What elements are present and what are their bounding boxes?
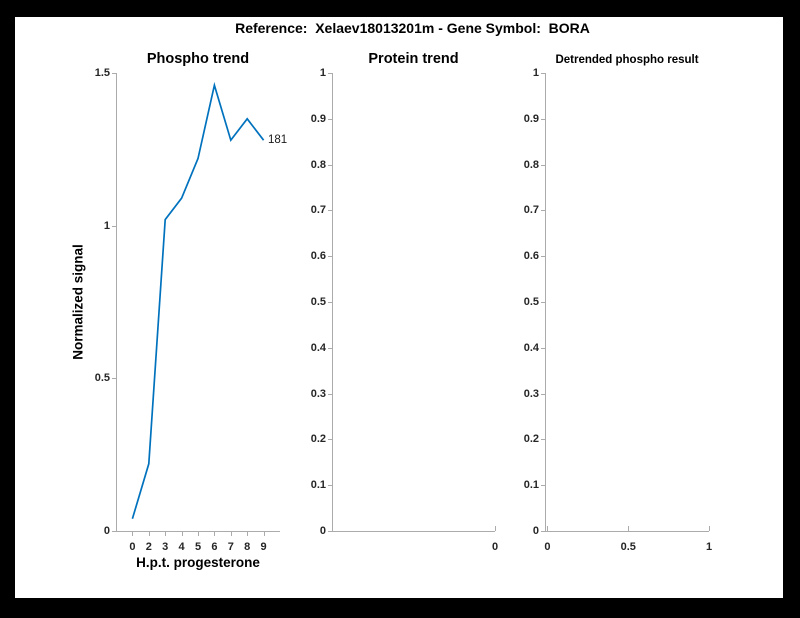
x-tick-label: 0.5 (620, 541, 636, 553)
y-tick-mark (328, 485, 332, 487)
line-end-annotation: 181 (268, 134, 288, 146)
y-tick-mark (541, 73, 545, 74)
y-tick-label: 1.5 (94, 67, 110, 79)
x-tick-mark (263, 532, 265, 536)
y-tick-label: 1 (319, 67, 326, 79)
y-tick-mark (328, 164, 332, 166)
y-tick-label: 0.6 (310, 250, 326, 263)
x-tick-label: 7 (227, 541, 234, 553)
x-tick-mark (132, 532, 134, 536)
y-tick-label: 0.3 (523, 387, 539, 400)
y-tick-mark (328, 531, 332, 532)
trend-polyline (131, 81, 265, 520)
y-tick-label: 0.7 (310, 204, 326, 217)
x-tick-mark (247, 532, 249, 536)
x-tick-mark (165, 532, 167, 536)
y-tick-label: 0.4 (523, 341, 539, 354)
x-tick-mark (628, 526, 630, 531)
y-tick-label: 0.2 (310, 433, 326, 446)
x-axis-line (332, 531, 495, 532)
x-axis-line (116, 531, 280, 532)
x-tick-mark (709, 526, 710, 531)
figure-canvas (15, 17, 783, 598)
y-tick-label: 0.7 (523, 204, 539, 217)
x-tick-mark (214, 532, 216, 536)
y-tick-mark (328, 256, 332, 258)
x-axis-line (545, 531, 709, 532)
x-tick-mark (495, 526, 496, 531)
y-tick-label: 0.5 (94, 372, 110, 385)
y-tick-mark (112, 531, 116, 532)
y-axis-line (332, 73, 333, 532)
y-axis-line (116, 73, 117, 532)
y-tick-label: 0.9 (523, 112, 539, 125)
x-tick-mark (547, 526, 549, 531)
figure-title: Reference: Xelaev18013201m - Gene Symbol… (235, 20, 590, 36)
x-axis-label-hpt-progesterone: H.p.t. progesterone (136, 555, 260, 570)
y-tick-mark (541, 439, 545, 441)
x-tick-label: 2 (145, 541, 152, 553)
x-tick-label: 6 (211, 541, 218, 553)
y-tick-mark (541, 485, 545, 487)
y-tick-mark (112, 225, 116, 227)
y-tick-mark (541, 118, 545, 120)
plot-title-detrended-phospho-result: Detrended phospho result (555, 54, 699, 66)
y-tick-label: 0.5 (310, 296, 326, 308)
x-tick-label: 0 (129, 541, 136, 553)
plot-title-protein-trend: Protein trend (368, 51, 459, 67)
y-tick-mark (541, 302, 545, 303)
y-tick-label: 0.1 (310, 479, 326, 492)
x-tick-label: 4 (178, 541, 185, 553)
y-tick-mark (328, 439, 332, 441)
y-tick-label: 0.3 (310, 387, 326, 400)
y-tick-label: 1 (532, 67, 539, 79)
y-tick-mark (541, 210, 545, 212)
y-tick-label: 0.8 (310, 158, 326, 171)
x-tick-mark (230, 532, 232, 536)
y-tick-label: 0.2 (523, 433, 539, 446)
y-tick-mark (328, 302, 332, 303)
y-tick-label: 0.4 (310, 341, 326, 354)
phospho-trend-line (131, 81, 265, 520)
x-tick-mark (181, 532, 183, 536)
y-tick-label: 0.1 (523, 479, 539, 492)
y-tick-mark (328, 347, 332, 349)
y-axis-line (545, 73, 546, 532)
y-tick-label: 0.6 (523, 250, 539, 263)
y-tick-label: 0.9 (310, 112, 326, 125)
y-tick-mark (112, 378, 116, 380)
y-tick-label: 1 (103, 219, 110, 232)
plot-title-phospho-trend: Phospho trend (146, 51, 250, 67)
x-tick-label: 8 (244, 541, 251, 553)
y-tick-mark (541, 164, 545, 166)
y-tick-label: 0 (103, 525, 110, 537)
x-tick-label: 1 (705, 541, 713, 553)
y-tick-mark (541, 256, 545, 258)
y-tick-mark (328, 118, 332, 120)
y-tick-mark (541, 393, 545, 395)
y-tick-mark (328, 393, 332, 395)
x-tick-mark (198, 532, 199, 536)
x-tick-label: 0 (491, 541, 499, 553)
y-tick-mark (328, 210, 332, 212)
x-tick-label: 5 (194, 541, 202, 553)
y-tick-label: 0 (319, 525, 326, 537)
y-tick-mark (541, 347, 545, 349)
y-tick-label: 0.8 (523, 158, 539, 171)
y-tick-label: 0.5 (523, 296, 539, 308)
y-tick-mark (112, 73, 116, 74)
x-tick-label: 3 (162, 541, 169, 553)
y-tick-label: 0 (532, 525, 539, 537)
x-tick-label: 0 (544, 541, 551, 553)
y-tick-mark (541, 531, 545, 532)
x-tick-label: 9 (260, 541, 267, 553)
x-tick-mark (148, 532, 150, 536)
y-tick-mark (328, 73, 332, 74)
